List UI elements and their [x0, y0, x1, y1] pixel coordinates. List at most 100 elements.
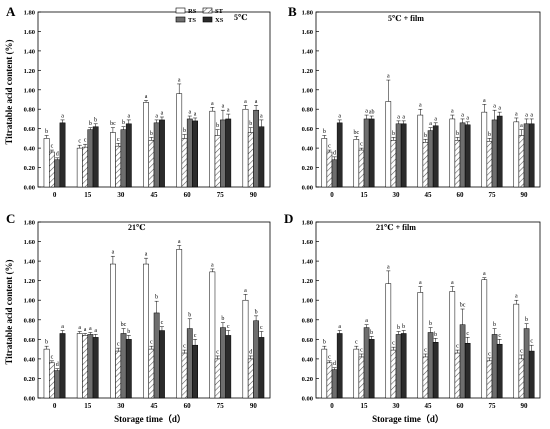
significance-letter: a [222, 104, 225, 110]
bar-st [181, 138, 188, 188]
y-tick-label: 1.00 [24, 298, 35, 305]
bar-xs [225, 118, 232, 188]
bar-xs [464, 342, 471, 399]
bar-rs [353, 139, 360, 188]
bar-st [518, 358, 525, 399]
y-tick-label: 1.20 [302, 68, 313, 75]
significance-letter: a [451, 109, 454, 115]
bar-rs [417, 292, 424, 399]
significance-letter: a [515, 294, 518, 300]
y-tick-label: 1.40 [302, 48, 313, 55]
bar-xs [258, 126, 265, 188]
significance-letter: a [338, 324, 341, 330]
significance-letter: a [61, 113, 64, 119]
significance-letter: c [466, 331, 469, 337]
significance-letter: d [249, 349, 252, 355]
bar-rs [43, 348, 50, 399]
significance-letter: c [84, 138, 87, 144]
x-tick-label: 15 [361, 191, 369, 199]
significance-letter: c [498, 333, 501, 339]
significance-letter: c [392, 341, 395, 347]
bar-ts [54, 159, 61, 188]
significance-letter: b [323, 340, 326, 346]
bar-rs [385, 101, 392, 188]
bar-rs [321, 348, 328, 399]
panel-b: B 5℃ + film 0.00 0.20 0.40 0.60 0.80 1.00 1.20… [288, 4, 541, 199]
bar-ts [491, 334, 498, 399]
y-tick-label: 0.40 [24, 146, 35, 153]
y-tick-label: 0.80 [302, 107, 313, 114]
y-tick-label: 0.00 [24, 185, 35, 192]
significance-letter: a [178, 77, 181, 83]
significance-letter: b [323, 129, 326, 135]
y-tick-label: 0.80 [24, 317, 35, 324]
significance-letter: c [194, 333, 197, 339]
bar-st [115, 350, 122, 399]
bar-xs [92, 337, 99, 399]
significance-letter: a [387, 74, 390, 80]
significance-letter: d [333, 361, 336, 367]
bar-st [358, 356, 365, 399]
significance-letter: a [466, 115, 469, 121]
significance-letter: c [183, 344, 186, 350]
significance-letter: a [227, 108, 230, 114]
significance-letter: b [402, 324, 405, 330]
bar-rs [143, 263, 149, 399]
bar-st [82, 146, 88, 188]
y-tick-label: 1.00 [24, 87, 35, 94]
significance-letter: c [520, 348, 523, 354]
bar-st [247, 132, 254, 188]
y-tick-label: 0.40 [302, 146, 313, 153]
y-tick-label: 0.00 [24, 396, 35, 403]
significance-letter: a [161, 111, 164, 117]
bar-rs [43, 138, 50, 188]
bar-ts [87, 129, 94, 188]
significance-letter: a [255, 99, 258, 105]
x-tick-label: 75 [217, 191, 225, 199]
significance-letter: a [461, 112, 464, 118]
bar-ts [427, 130, 434, 188]
significance-letter: b [397, 325, 400, 331]
y-tick-label: 1.40 [302, 259, 313, 266]
significance-letter: a [145, 252, 148, 258]
bar-st [358, 149, 365, 188]
significance-letter: c [78, 139, 81, 145]
bar-rs [417, 114, 424, 188]
bar-rs [242, 299, 249, 399]
significance-letter: b [249, 121, 252, 127]
legend-swatch [175, 16, 186, 23]
significance-letter: a [429, 121, 432, 127]
x-tick-label: 0 [330, 191, 334, 199]
significance-letter: a [483, 98, 486, 104]
bar-ts [395, 334, 402, 399]
bar-rs [76, 147, 83, 188]
significance-letter: a [493, 104, 496, 110]
bar-xs [192, 120, 198, 188]
bar-ts [120, 129, 127, 188]
x-tick-label: 15 [84, 191, 92, 199]
bar-ts [331, 369, 338, 399]
significance-letter: a [155, 113, 158, 119]
significance-letter: b [122, 120, 125, 126]
y-tick-label: 1.00 [302, 87, 313, 94]
bar-ts [363, 118, 370, 188]
x-tick-label: 30 [117, 402, 125, 410]
bar-xs [92, 126, 99, 188]
bar-st [486, 360, 493, 399]
bar-rs [209, 271, 216, 399]
legend-label: TS [188, 17, 196, 24]
y-tick-label: 0.20 [302, 165, 313, 172]
significance-letter: a [260, 113, 263, 119]
bar-xs [159, 330, 165, 399]
x-tick-label: 0 [53, 402, 57, 410]
significance-letter: a [244, 99, 247, 105]
significance-letter: c [227, 324, 230, 330]
y-tick-label: 1.40 [24, 48, 35, 55]
bar-st [214, 358, 221, 399]
y-tick-label: 0.60 [302, 337, 313, 344]
bar-rs [385, 283, 392, 399]
bar-st [518, 135, 525, 188]
bar-ts [363, 327, 370, 399]
bar-st [49, 362, 55, 399]
